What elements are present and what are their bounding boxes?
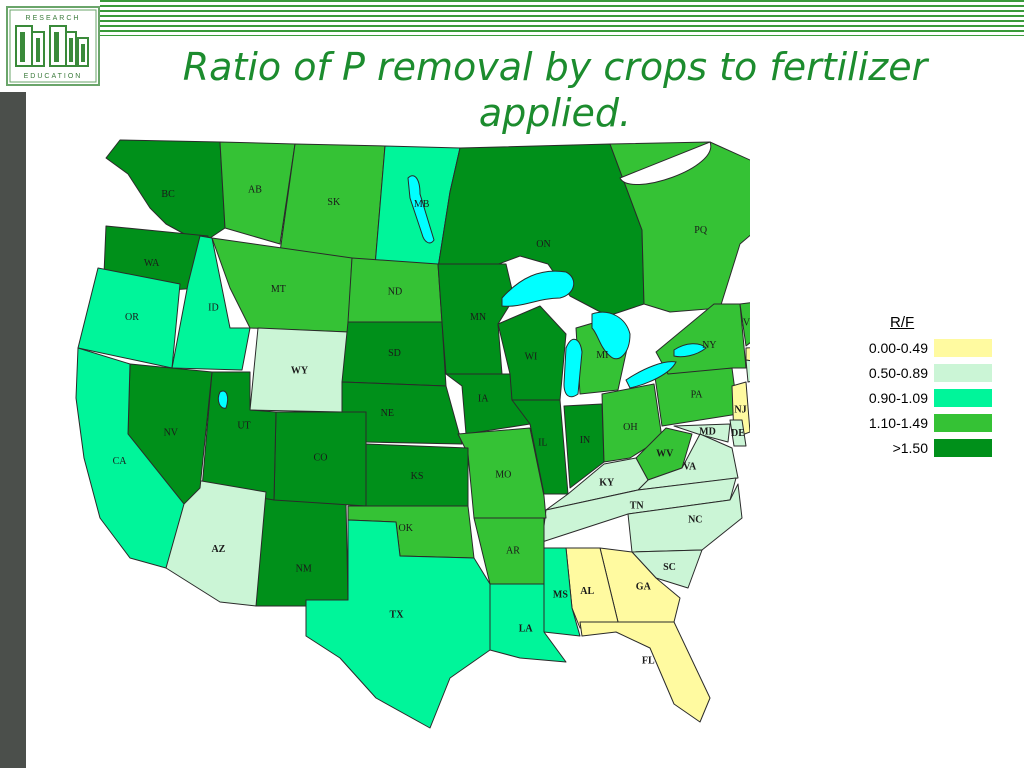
- legend-item-label: 0.50-0.89: [868, 365, 928, 381]
- region-label-wa: WA: [144, 258, 160, 269]
- great-salt-lake: [217, 390, 229, 409]
- lake-ontario: [673, 343, 707, 358]
- gulf-of-st-lawrence: [619, 141, 712, 186]
- region-label-ia: IA: [478, 393, 489, 404]
- region-VT: [739, 302, 750, 347]
- region-IL: [511, 399, 569, 495]
- lake-winnipeg: [407, 175, 435, 244]
- legend-swatch: [934, 339, 992, 357]
- legend-item: >1.50: [850, 438, 1000, 458]
- region-AB: [219, 141, 296, 245]
- region-label-sd: SD: [388, 348, 401, 359]
- region-label-wi: WI: [525, 351, 538, 362]
- legend-item: 0.00-0.49: [850, 338, 1000, 358]
- region-label-wy: WY: [291, 366, 309, 377]
- legend-swatch: [934, 389, 992, 407]
- region-label-mi: MI: [596, 350, 608, 361]
- region-label-mb: MB: [414, 199, 430, 210]
- region-label-pq: PQ: [694, 225, 708, 236]
- north-america-choropleth-map: BCABSKMBONPQNBNSPEIWAORIDMTWYNDSDNEMNIAW…: [75, 139, 750, 729]
- region-IA: [445, 373, 531, 435]
- region-MD: [673, 423, 731, 443]
- region-label-co: CO: [314, 453, 328, 464]
- left-sidebar-bar: [0, 92, 26, 768]
- region-label-al: AL: [580, 586, 594, 597]
- logo-top-text: RESEARCH: [26, 15, 81, 22]
- region-label-nv: NV: [164, 427, 179, 438]
- region-label-ab: AB: [248, 185, 262, 196]
- region-label-ms: MS: [553, 589, 568, 600]
- legend-item-label: 0.00-0.49: [868, 340, 928, 356]
- region-label-mo: MO: [495, 470, 511, 481]
- region-FL: [579, 621, 711, 723]
- region-CA: [75, 347, 185, 569]
- region-MN: [437, 263, 515, 375]
- legend-item-label: 0.90-1.09: [868, 390, 928, 406]
- region-label-la: LA: [519, 623, 534, 634]
- region-label-ca: CA: [113, 456, 128, 467]
- region-label-vt: VT: [743, 318, 750, 329]
- region-label-tn: TN: [630, 501, 645, 512]
- region-label-md: MD: [699, 427, 716, 438]
- region-label-id: ID: [208, 302, 219, 313]
- region-label-bc: BC: [161, 189, 175, 200]
- region-label-sk: SK: [327, 197, 341, 208]
- legend-swatch: [934, 414, 992, 432]
- region-label-ne: NE: [381, 408, 394, 419]
- legend-item-label: >1.50: [892, 440, 928, 456]
- region-label-de: DE: [731, 428, 745, 439]
- region-label-nj: NJ: [734, 405, 746, 416]
- region-label-il: IL: [538, 437, 547, 448]
- region-NM: [255, 497, 349, 607]
- region-MA: [745, 347, 750, 362]
- logo-bottom-text: EDUCATION: [24, 73, 83, 80]
- region-label-mt: MT: [271, 284, 286, 295]
- region-label-on: ON: [536, 239, 550, 250]
- region-label-ny: NY: [702, 340, 716, 351]
- legend-swatch: [934, 439, 992, 457]
- region-label-az: AZ: [211, 544, 225, 555]
- region-label-ut: UT: [237, 421, 250, 432]
- legend-item: 0.90-1.09: [850, 388, 1000, 408]
- region-label-nd: ND: [388, 287, 402, 298]
- lake-erie: [625, 361, 677, 389]
- region-label-nc: NC: [688, 515, 702, 526]
- region-label-nm: NM: [296, 564, 312, 575]
- region-label-ok: OK: [398, 523, 413, 534]
- lake-huron: [591, 311, 631, 360]
- legend-swatch: [934, 364, 992, 382]
- region-label-ga: GA: [636, 582, 652, 593]
- ppi-ppic-logo: RESEARCH EDUCATION: [6, 6, 100, 86]
- legend-item: 1.10-1.49: [850, 413, 1000, 433]
- region-label-wv: WV: [656, 449, 674, 460]
- legend-item-label: 1.10-1.49: [868, 415, 928, 431]
- header-stripes: [100, 0, 1024, 36]
- lake-superior: [501, 270, 575, 307]
- region-ID: [171, 235, 251, 371]
- region-label-ky: KY: [599, 478, 615, 489]
- region-label-mn: MN: [470, 312, 486, 323]
- region-label-oh: OH: [623, 422, 637, 433]
- legend-item: 0.50-0.89: [850, 363, 1000, 383]
- region-label-tx: TX: [390, 610, 405, 621]
- region-label-ar: AR: [506, 546, 520, 557]
- region-label-fl: FL: [642, 656, 655, 667]
- region-DE: [729, 419, 747, 447]
- region-label-ks: KS: [411, 471, 424, 482]
- region-label-in: IN: [580, 435, 591, 446]
- lake-michigan: [563, 338, 583, 398]
- region-label-sc: SC: [663, 562, 676, 573]
- region-labels: BCABSKMBONPQNBNSPEIWAORIDMTWYNDSDNEMNIAW…: [113, 185, 750, 667]
- legend-title: R/F: [890, 314, 915, 331]
- region-label-pa: PA: [691, 390, 704, 401]
- region-label-or: OR: [125, 312, 139, 323]
- region-label-va: VA: [683, 461, 697, 472]
- region-CT: [745, 359, 750, 383]
- slide-title: Ratio of P removal by crops to fertilize…: [182, 45, 928, 135]
